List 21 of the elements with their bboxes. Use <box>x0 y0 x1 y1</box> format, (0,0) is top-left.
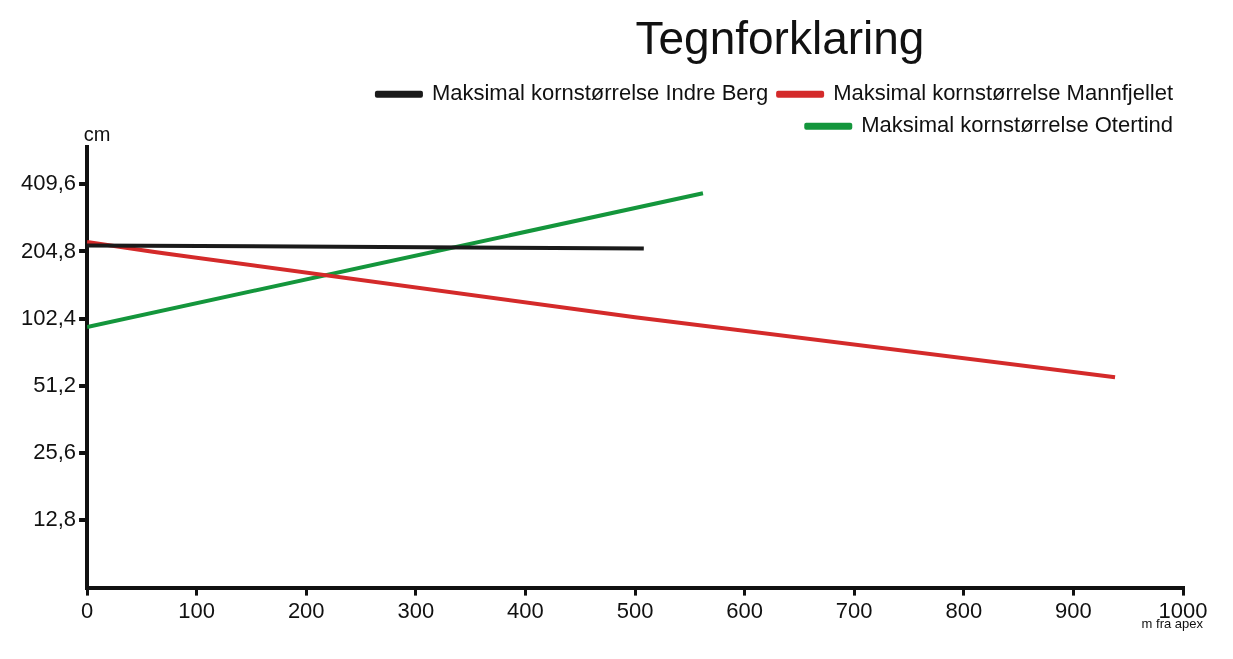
legend-label: Maksimal kornstørrelse Otertind <box>861 112 1174 138</box>
x-tick-label: 200 <box>287 597 325 623</box>
x-tick-label: 300 <box>397 597 435 623</box>
x-tick-label: 900 <box>1055 597 1092 623</box>
x-tick-label: 400 <box>507 597 544 623</box>
x-tick-label: 600 <box>726 597 763 623</box>
x-tick-label: 0 <box>80 597 94 623</box>
y-tick-label: 25,6 <box>33 439 77 465</box>
y-tick-label: 204,8 <box>20 237 77 263</box>
y-tick-label: 102,4 <box>20 304 77 330</box>
legend-title: Tegnforklaring <box>635 11 925 64</box>
y-tick-label: 51,2 <box>33 371 77 397</box>
y-tick-label: 409,6 <box>20 170 77 196</box>
y-tick-label: 12,8 <box>33 506 77 532</box>
legend-label: Maksimal kornstørrelse Mannfjellet <box>833 80 1173 106</box>
x-tick-label: 700 <box>835 597 873 623</box>
legend-label: Maksimal kornstørrelse Indre Berg <box>431 80 769 106</box>
y-axis-title: cm <box>83 122 111 145</box>
x-tick-label: 500 <box>616 597 654 623</box>
x-tick-label: 100 <box>178 597 216 623</box>
x-tick-label: 800 <box>945 597 983 623</box>
